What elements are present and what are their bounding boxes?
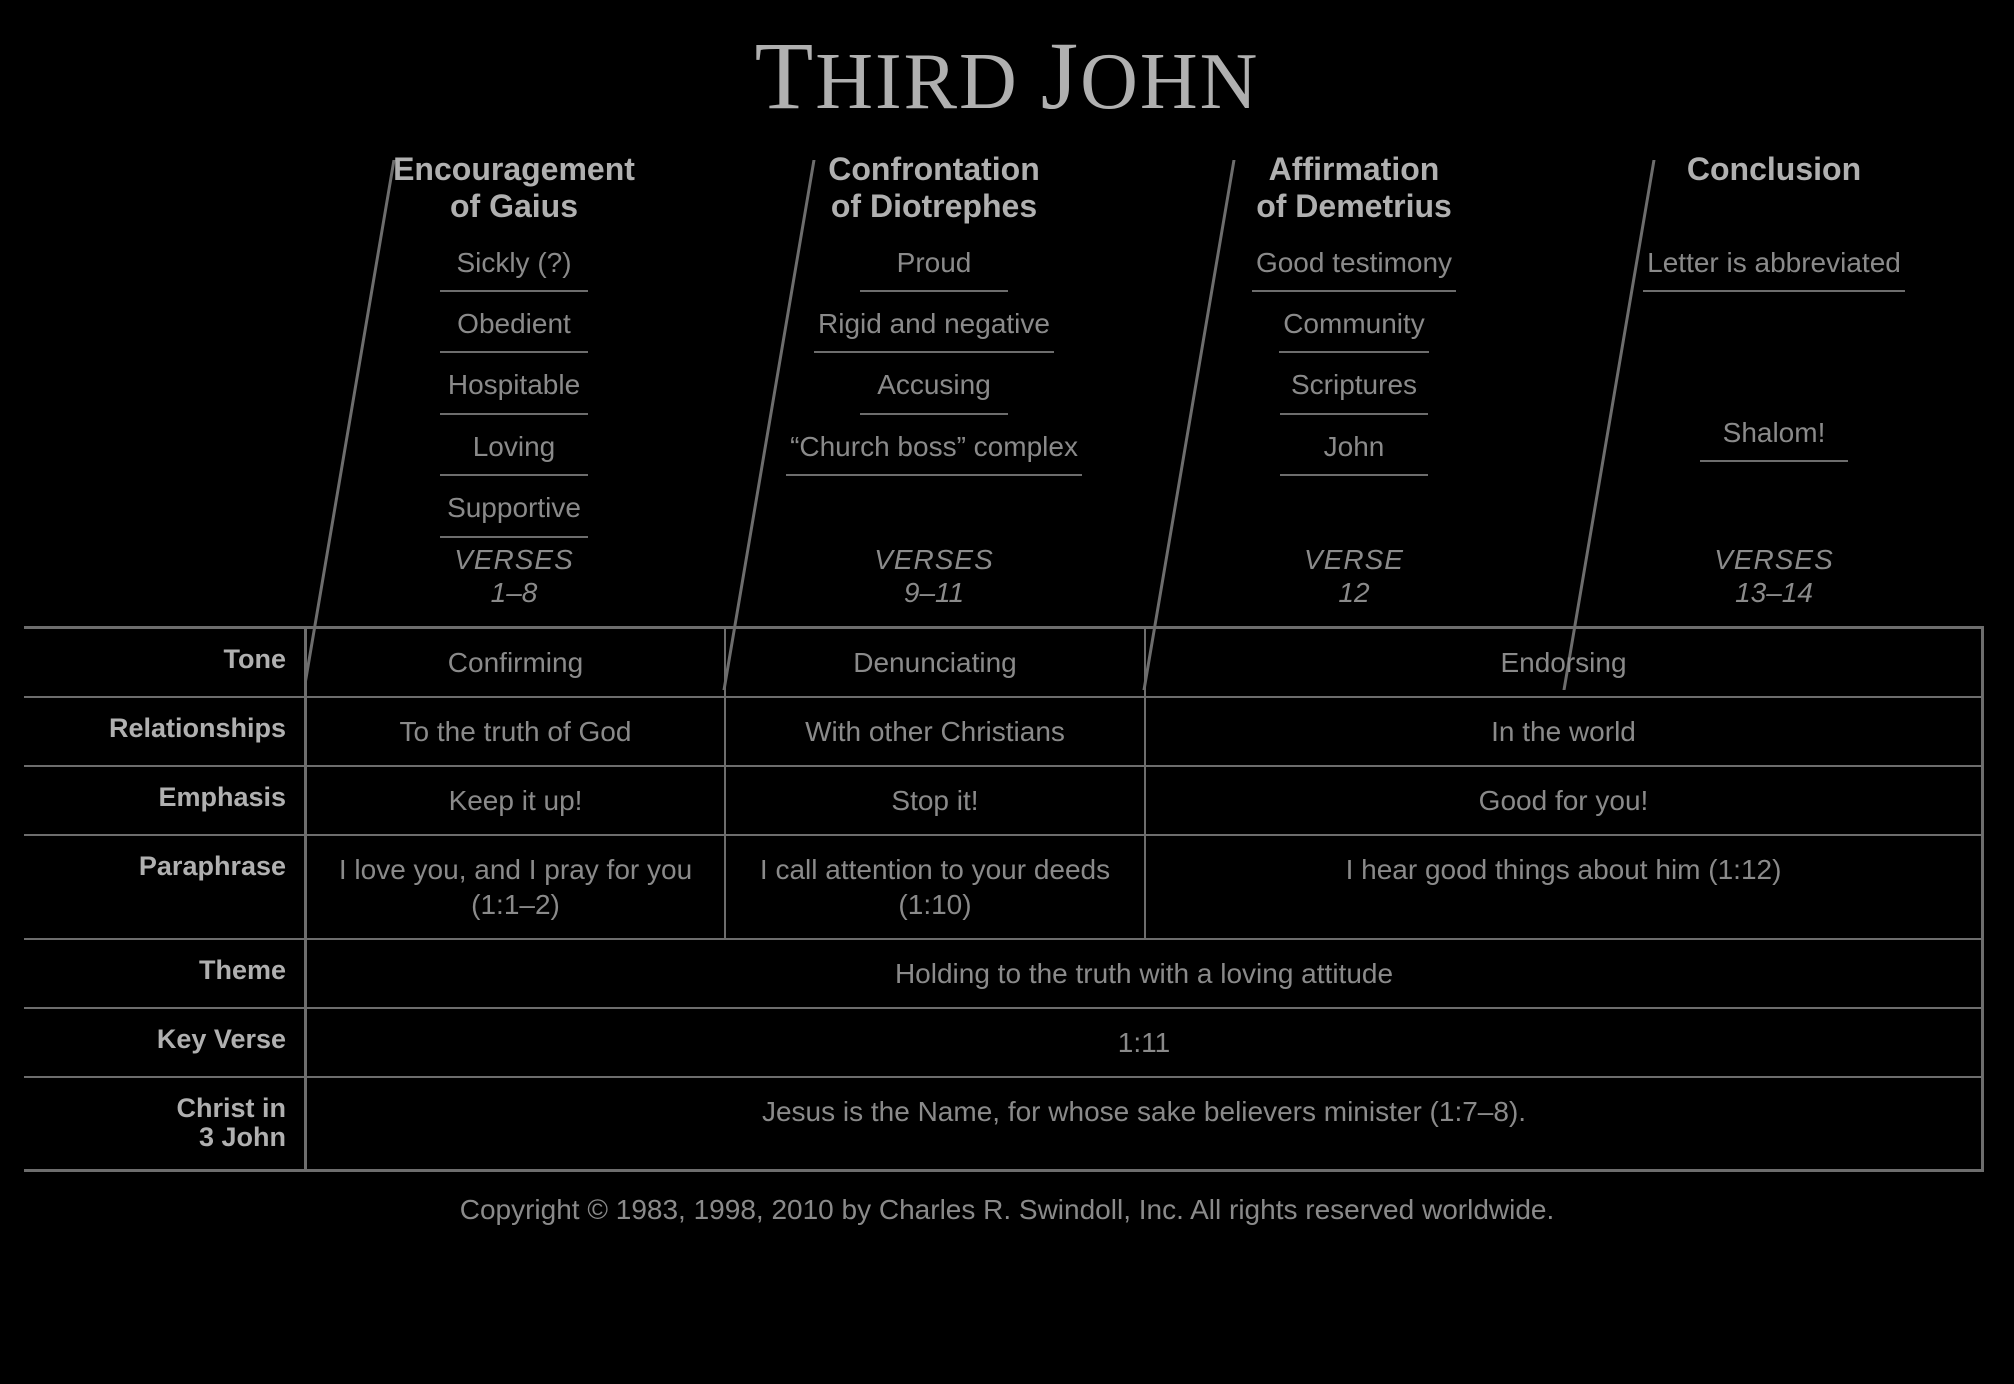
cell-0-0: Confirming <box>304 626 724 696</box>
row-label-3: Paraphrase <box>24 834 304 938</box>
cell-2-1: Stop it! <box>724 765 1144 834</box>
spacer <box>24 139 304 233</box>
cell-1-0: To the truth of God <box>304 696 724 765</box>
row-label-1: Relationships <box>24 696 304 765</box>
cell-2-0: Keep it up! <box>304 765 724 834</box>
cell-4-0: Holding to the truth with a loving attit… <box>304 938 1984 1007</box>
cell-0-1: Denunciating <box>724 626 1144 696</box>
column-heading-3: Conclusion <box>1564 139 1984 233</box>
verse-ref-2: VERSE12 <box>1144 533 1564 626</box>
cell-6-0: Jesus is the Name, for whose sake believ… <box>304 1076 1984 1172</box>
traits-col-1: ProudRigid and negativeAccusing“Church b… <box>724 233 1144 533</box>
cell-5-0: 1:11 <box>304 1007 1984 1076</box>
traits-col-2: Good testimonyCommunityScripturesJohn <box>1144 233 1564 533</box>
row-label-6: Christ in3 John <box>24 1076 304 1172</box>
traits-col-0: Sickly (?)ObedientHospitableLovingSuppor… <box>304 233 724 533</box>
column-heading-2: Affirmationof Demetrius <box>1144 139 1564 233</box>
row-label-5: Key Verse <box>24 1007 304 1076</box>
copyright-footer: Copyright © 1983, 1998, 2010 by Charles … <box>24 1194 1990 1226</box>
cell-2-2: Good for you! <box>1144 765 1984 834</box>
spacer <box>24 233 304 533</box>
row-label-0: Tone <box>24 626 304 696</box>
page-title: THIRD JOHN <box>24 20 1990 131</box>
row-label-2: Emphasis <box>24 765 304 834</box>
cell-0-2: Endorsing <box>1144 626 1984 696</box>
cell-1-2: In the world <box>1144 696 1984 765</box>
row-label-4: Theme <box>24 938 304 1007</box>
cell-1-1: With other Christians <box>724 696 1144 765</box>
chart-grid: Encouragementof GaiusConfrontationof Dio… <box>24 139 1990 1172</box>
cell-3-0: I love you, and I pray for you (1:1–2) <box>304 834 724 938</box>
verse-ref-3: VERSES13–14 <box>1564 533 1984 626</box>
inner-frame: THIRD JOHN Encouragementof GaiusConfront… <box>24 20 1990 1384</box>
verse-ref-1: VERSES9–11 <box>724 533 1144 626</box>
column-heading-1: Confrontationof Diotrephes <box>724 139 1144 233</box>
verse-ref-0: VERSES1–8 <box>304 533 724 626</box>
traits-col-3: Letter is abbreviated Shalom! <box>1564 233 1984 533</box>
page: THIRD JOHN Encouragementof GaiusConfront… <box>0 0 2014 1384</box>
cell-3-2: I hear good things about him (1:12) <box>1144 834 1984 938</box>
cell-3-1: I call attention to your deeds (1:10) <box>724 834 1144 938</box>
column-heading-0: Encouragementof Gaius <box>304 139 724 233</box>
spacer <box>24 533 304 626</box>
